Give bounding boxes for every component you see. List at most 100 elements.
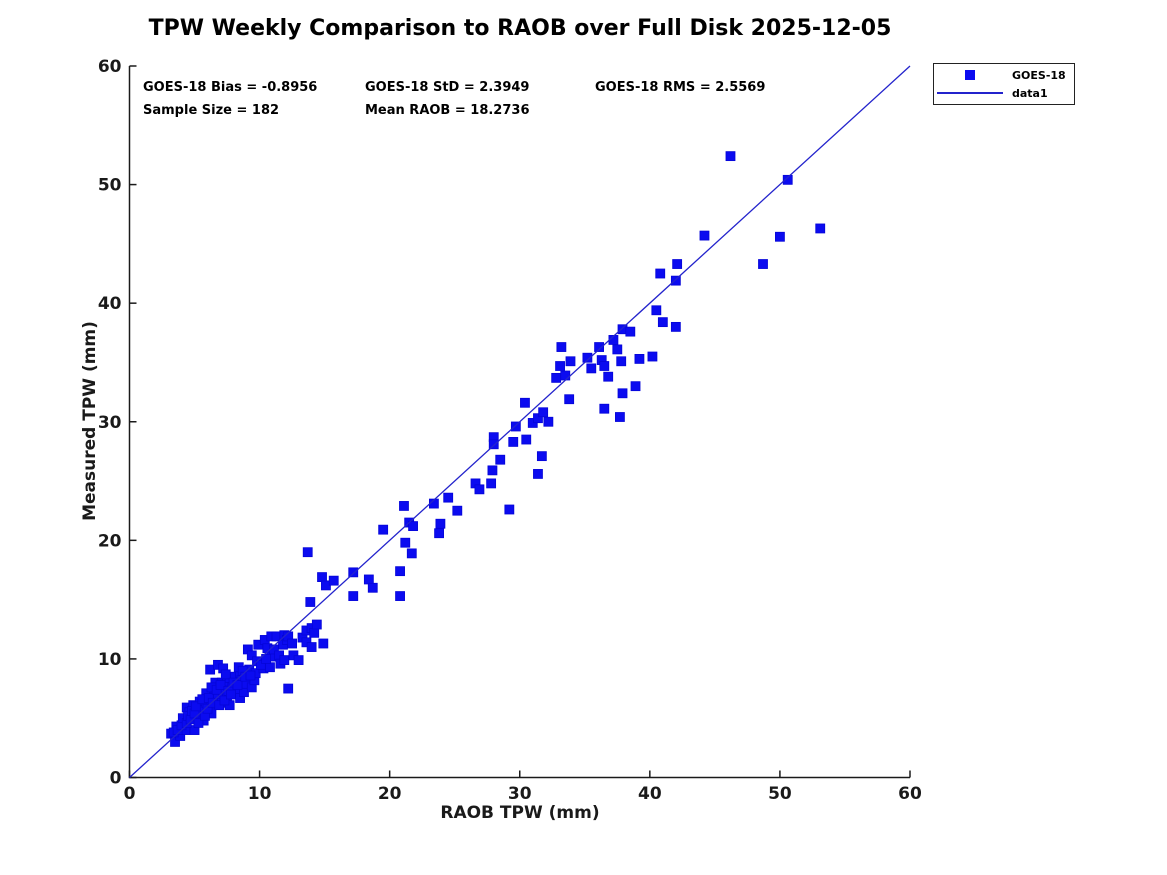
data-point: [367, 582, 378, 593]
stat-mean-raob: Mean RAOB = 18.2736: [365, 103, 530, 118]
data-point: [202, 703, 213, 714]
data-point: [616, 356, 627, 367]
data-point: [400, 537, 411, 548]
data-point: [556, 342, 567, 352]
y-tick-label: 40: [98, 294, 122, 314]
data-point: [599, 361, 610, 371]
y-tick-label: 50: [98, 176, 122, 196]
data-point: [782, 174, 793, 185]
x-tick-label: 10: [248, 784, 272, 804]
data-point: [488, 439, 499, 450]
data-point: [435, 518, 446, 529]
data-point: [775, 231, 785, 242]
data-point: [630, 381, 641, 392]
data-point: [261, 654, 271, 664]
data-point: [302, 547, 313, 558]
legend-icon-cell: [934, 92, 1006, 94]
data-point: [510, 421, 521, 432]
data-point: [434, 528, 444, 539]
data-point: [655, 268, 666, 279]
data-point: [318, 638, 329, 649]
x-axis-label: RAOB TPW (mm): [440, 803, 600, 823]
data-point: [399, 501, 409, 511]
data-point: [551, 372, 562, 383]
chart-title: TPW Weekly Comparison to RAOB over Full …: [148, 16, 892, 41]
data-point: [215, 680, 226, 690]
data-point: [634, 354, 645, 364]
data-point: [560, 370, 571, 381]
data-point: [486, 478, 497, 489]
data-point: [348, 591, 359, 601]
data-point: [487, 465, 498, 476]
data-point: [306, 642, 317, 652]
data-point: [363, 574, 374, 585]
data-point: [533, 413, 543, 424]
data-point: [725, 151, 736, 162]
legend-label-goes18: GOES-18: [1012, 68, 1066, 82]
y-tick-label: 20: [98, 531, 122, 551]
y-tick-label: 60: [98, 57, 122, 77]
data-point: [474, 484, 485, 495]
data-point: [612, 344, 623, 355]
data-point: [245, 670, 256, 681]
data-point: [599, 403, 610, 414]
data-point: [293, 655, 304, 666]
data-point: [536, 451, 547, 462]
data-point: [328, 575, 339, 586]
data-point: [582, 352, 593, 363]
data-point: [615, 412, 625, 422]
legend-icon-cell: [934, 70, 1006, 80]
x-tick-label: 60: [898, 784, 922, 804]
data-point: [220, 669, 231, 680]
stat-rms: GOES-18 RMS = 2.5569: [595, 80, 766, 95]
data-point: [311, 619, 322, 630]
data-point: [758, 259, 768, 269]
data-point: [348, 567, 359, 578]
data-point: [279, 655, 290, 666]
data-point: [538, 407, 549, 418]
x-tick-label: 40: [638, 784, 662, 804]
data-point: [378, 524, 389, 535]
data-point: [672, 259, 683, 269]
data-point: [170, 737, 180, 747]
x-tick-label: 0: [124, 784, 136, 804]
data-point: [395, 591, 405, 601]
stat-bias: GOES-18 Bias = -0.8956: [143, 80, 318, 95]
data-point: [265, 662, 275, 673]
y-tick-label: 0: [110, 769, 122, 789]
data-point: [232, 680, 243, 690]
data-point: [670, 321, 681, 332]
data-point: [226, 689, 236, 700]
legend: GOES-18 data1: [933, 63, 1075, 105]
y-tick-label: 30: [98, 413, 122, 433]
data-point: [521, 434, 532, 445]
data-point: [699, 230, 710, 241]
identity-line: [129, 65, 911, 778]
data-point: [395, 566, 405, 577]
square-marker-icon: [965, 70, 975, 80]
data-point: [594, 342, 605, 352]
data-point: [586, 363, 597, 374]
data-point: [625, 326, 636, 337]
data-point: [564, 394, 575, 405]
data-point: [647, 351, 658, 362]
data-point: [508, 437, 519, 447]
data-point: [305, 597, 316, 607]
data-point: [309, 627, 320, 638]
data-point: [193, 718, 204, 728]
data-point: [603, 371, 614, 382]
legend-row-data1: data1: [934, 84, 1074, 102]
data-point: [670, 275, 681, 286]
y-tick-label: 10: [98, 650, 122, 670]
data-point: [815, 223, 826, 234]
legend-label-data1: data1: [1012, 86, 1048, 100]
stat-sample-size: Sample Size = 182: [143, 103, 280, 118]
x-tick-label: 30: [508, 784, 532, 804]
data-point: [495, 454, 506, 465]
data-point: [651, 305, 662, 316]
data-point: [555, 361, 565, 371]
data-point: [246, 650, 257, 661]
data-point: [565, 356, 576, 367]
data-point: [443, 492, 454, 503]
data-point: [543, 416, 554, 427]
